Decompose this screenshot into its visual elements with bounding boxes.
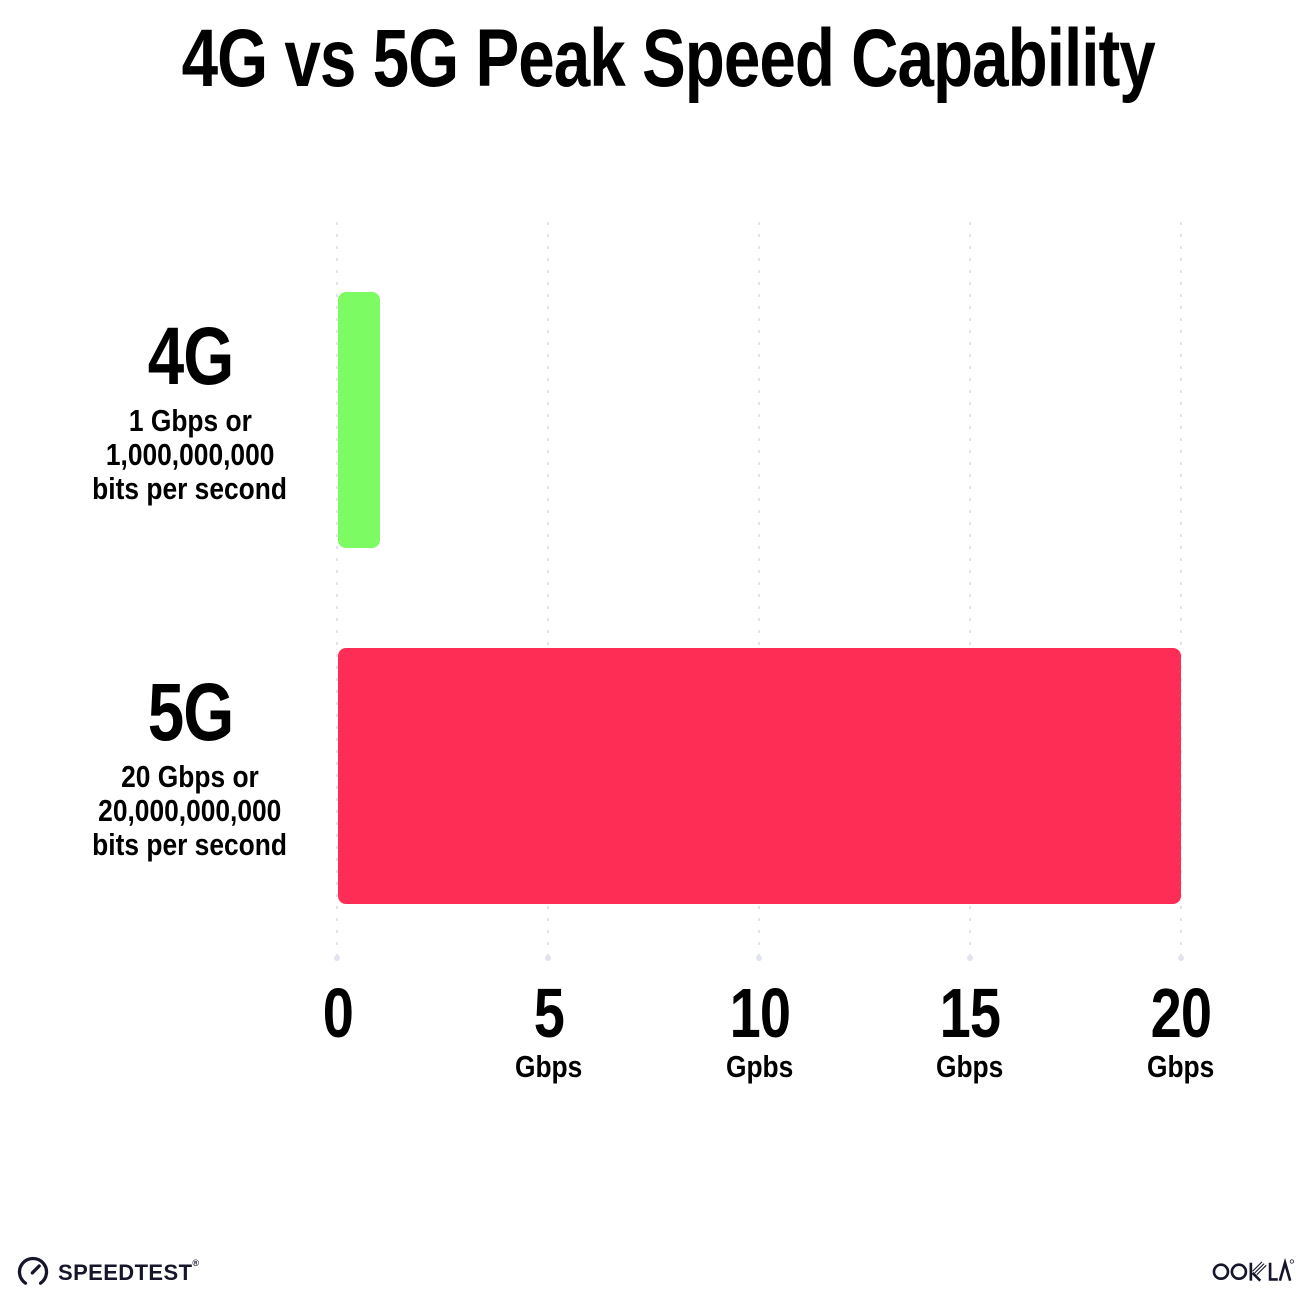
x-tick-20-unit: Gbps — [1147, 1049, 1215, 1084]
gridline-15 — [967, 222, 973, 961]
row-label-5g-subtitle: 20 Gbps or 20,000,000,000 bits per secon… — [40, 760, 340, 862]
chart-title: 4G vs 5G Peak Speed Capability — [0, 16, 1308, 102]
x-tick-5: 5 Gbps — [469, 974, 629, 1084]
x-tick-5-unit: Gbps — [515, 1049, 583, 1084]
gridline-5 — [545, 222, 551, 961]
row-4g-subline-2: 1,000,000,000 — [105, 437, 275, 472]
speedtest-gauge-icon — [17, 1256, 49, 1285]
gridline-20 — [1178, 222, 1184, 961]
row-label-4g-title: 4G — [147, 311, 234, 402]
plot-area — [334, 222, 1184, 961]
row-label-4g: 4G 1 Gbps or 1,000,000,000 bits per seco… — [40, 311, 340, 506]
speedtest-logo: SPEEDTEST® — [16, 1253, 199, 1291]
bars-layer — [338, 0, 1181, 1315]
row-5g-subline-2: 20,000,000,000 — [98, 793, 282, 828]
gridline-10 — [756, 222, 762, 961]
speedtest-wordmark: SPEEDTEST® — [58, 1258, 200, 1285]
speedtest-trademark: ® — [192, 1258, 200, 1268]
x-tick-0: 0 — [258, 974, 418, 1084]
row-5g-subline-1: 20 Gbps or — [121, 759, 259, 794]
x-tick-15-number: 15 — [939, 974, 1001, 1052]
x-tick-20-number: 20 — [1150, 974, 1212, 1052]
x-tick-10: 10 Gpbs — [680, 974, 840, 1084]
bar-4g — [338, 292, 381, 548]
row-label-5g-title: 5G — [147, 667, 234, 758]
x-tick-5-number: 5 — [533, 974, 565, 1052]
row-label-5g: 5G 20 Gbps or 20,000,000,000 bits per se… — [40, 667, 340, 862]
x-tick-20: 20 Gbps — [1101, 974, 1261, 1084]
x-tick-0-number: 0 — [322, 974, 354, 1052]
gridline-0 — [334, 222, 340, 961]
ookla-wordmark-icon — [1212, 1257, 1294, 1282]
bar-5g — [338, 648, 1181, 904]
x-tick-15-unit: Gbps — [936, 1049, 1004, 1084]
x-tick-10-unit: Gpbs — [726, 1049, 794, 1084]
ookla-logo — [1212, 1257, 1294, 1288]
x-tick-10-number: 10 — [729, 974, 791, 1052]
chart-title-text: 4G vs 5G Peak Speed Capability — [181, 13, 1155, 104]
x-tick-15: 15 Gbps — [890, 974, 1050, 1084]
row-4g-subline-3: bits per second — [92, 471, 288, 506]
row-5g-subline-3: bits per second — [92, 827, 288, 862]
row-label-4g-subtitle: 1 Gbps or 1,000,000,000 bits per second — [40, 404, 340, 506]
row-4g-subline-1: 1 Gbps or — [128, 403, 252, 438]
